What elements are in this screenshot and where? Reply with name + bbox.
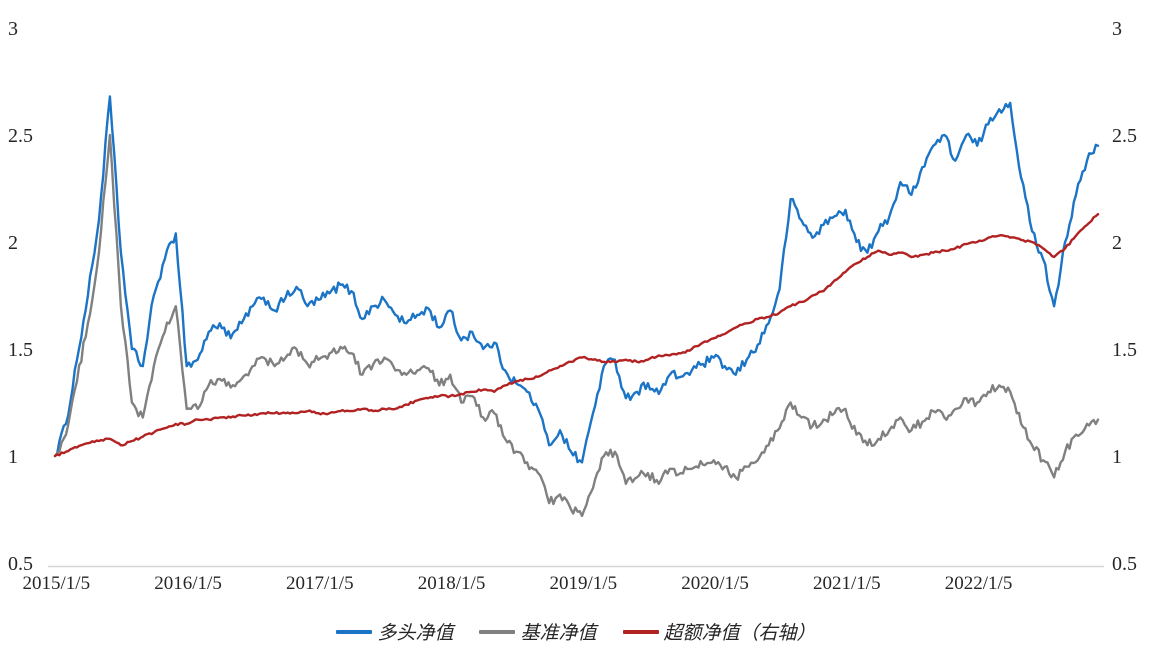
long-nav-line-swatch-icon [336,629,373,634]
x-axis-tick-label: 2016/1/5 [154,573,222,594]
x-axis-tick-label: 2021/1/5 [813,573,881,594]
legend-item-long-nav: 多头净值 [336,618,453,645]
x-axis-tick-label: 2020/1/5 [681,573,749,594]
left-y-axis-tick-label: 2 [8,232,18,254]
right-y-axis-tick-label: 1 [1112,446,1122,468]
x-axis-tick-label: 2015/1/5 [23,573,91,594]
legend-label-long-nav: 多头净值 [377,623,454,644]
x-axis-tick-label: 2019/1/5 [550,573,618,594]
legend-item-excess-nav: 超额净值（右轴） [622,618,816,645]
chart-legend: 多头净值 基准净值 超额净值（右轴） [0,618,1152,645]
series-line-1 [53,133,1100,518]
left-y-axis-tick-label: 2.5 [8,125,33,147]
legend-label-benchmark-nav: 基准净值 [520,623,597,644]
right-y-axis-tick-label: 1.5 [1112,339,1137,361]
left-y-axis-tick-label: 1.5 [8,339,33,361]
right-y-axis-tick-label: 3 [1112,18,1122,40]
excess-nav-line-swatch-icon [622,629,659,634]
x-axis-tick-label: 2018/1/5 [418,573,486,594]
left-y-axis-tick-label: 3 [8,18,18,40]
series-line-0 [53,95,1100,464]
left-y-axis-tick-label: 0.5 [8,553,33,575]
series-line-2 [53,212,1100,458]
right-y-axis-tick-label: 0.5 [1112,553,1137,575]
left-y-axis-tick-label: 1 [8,446,18,468]
x-axis-tick-label: 2022/1/5 [945,573,1013,594]
x-axis-tick-label: 2017/1/5 [286,573,354,594]
right-y-axis-tick-label: 2.5 [1112,125,1137,147]
benchmark-nav-line-swatch-icon [479,629,516,634]
legend-label-excess-nav: 超额净值（右轴） [663,623,816,644]
legend-item-benchmark-nav: 基准净值 [479,618,597,645]
right-y-axis-tick-label: 2 [1112,232,1122,254]
